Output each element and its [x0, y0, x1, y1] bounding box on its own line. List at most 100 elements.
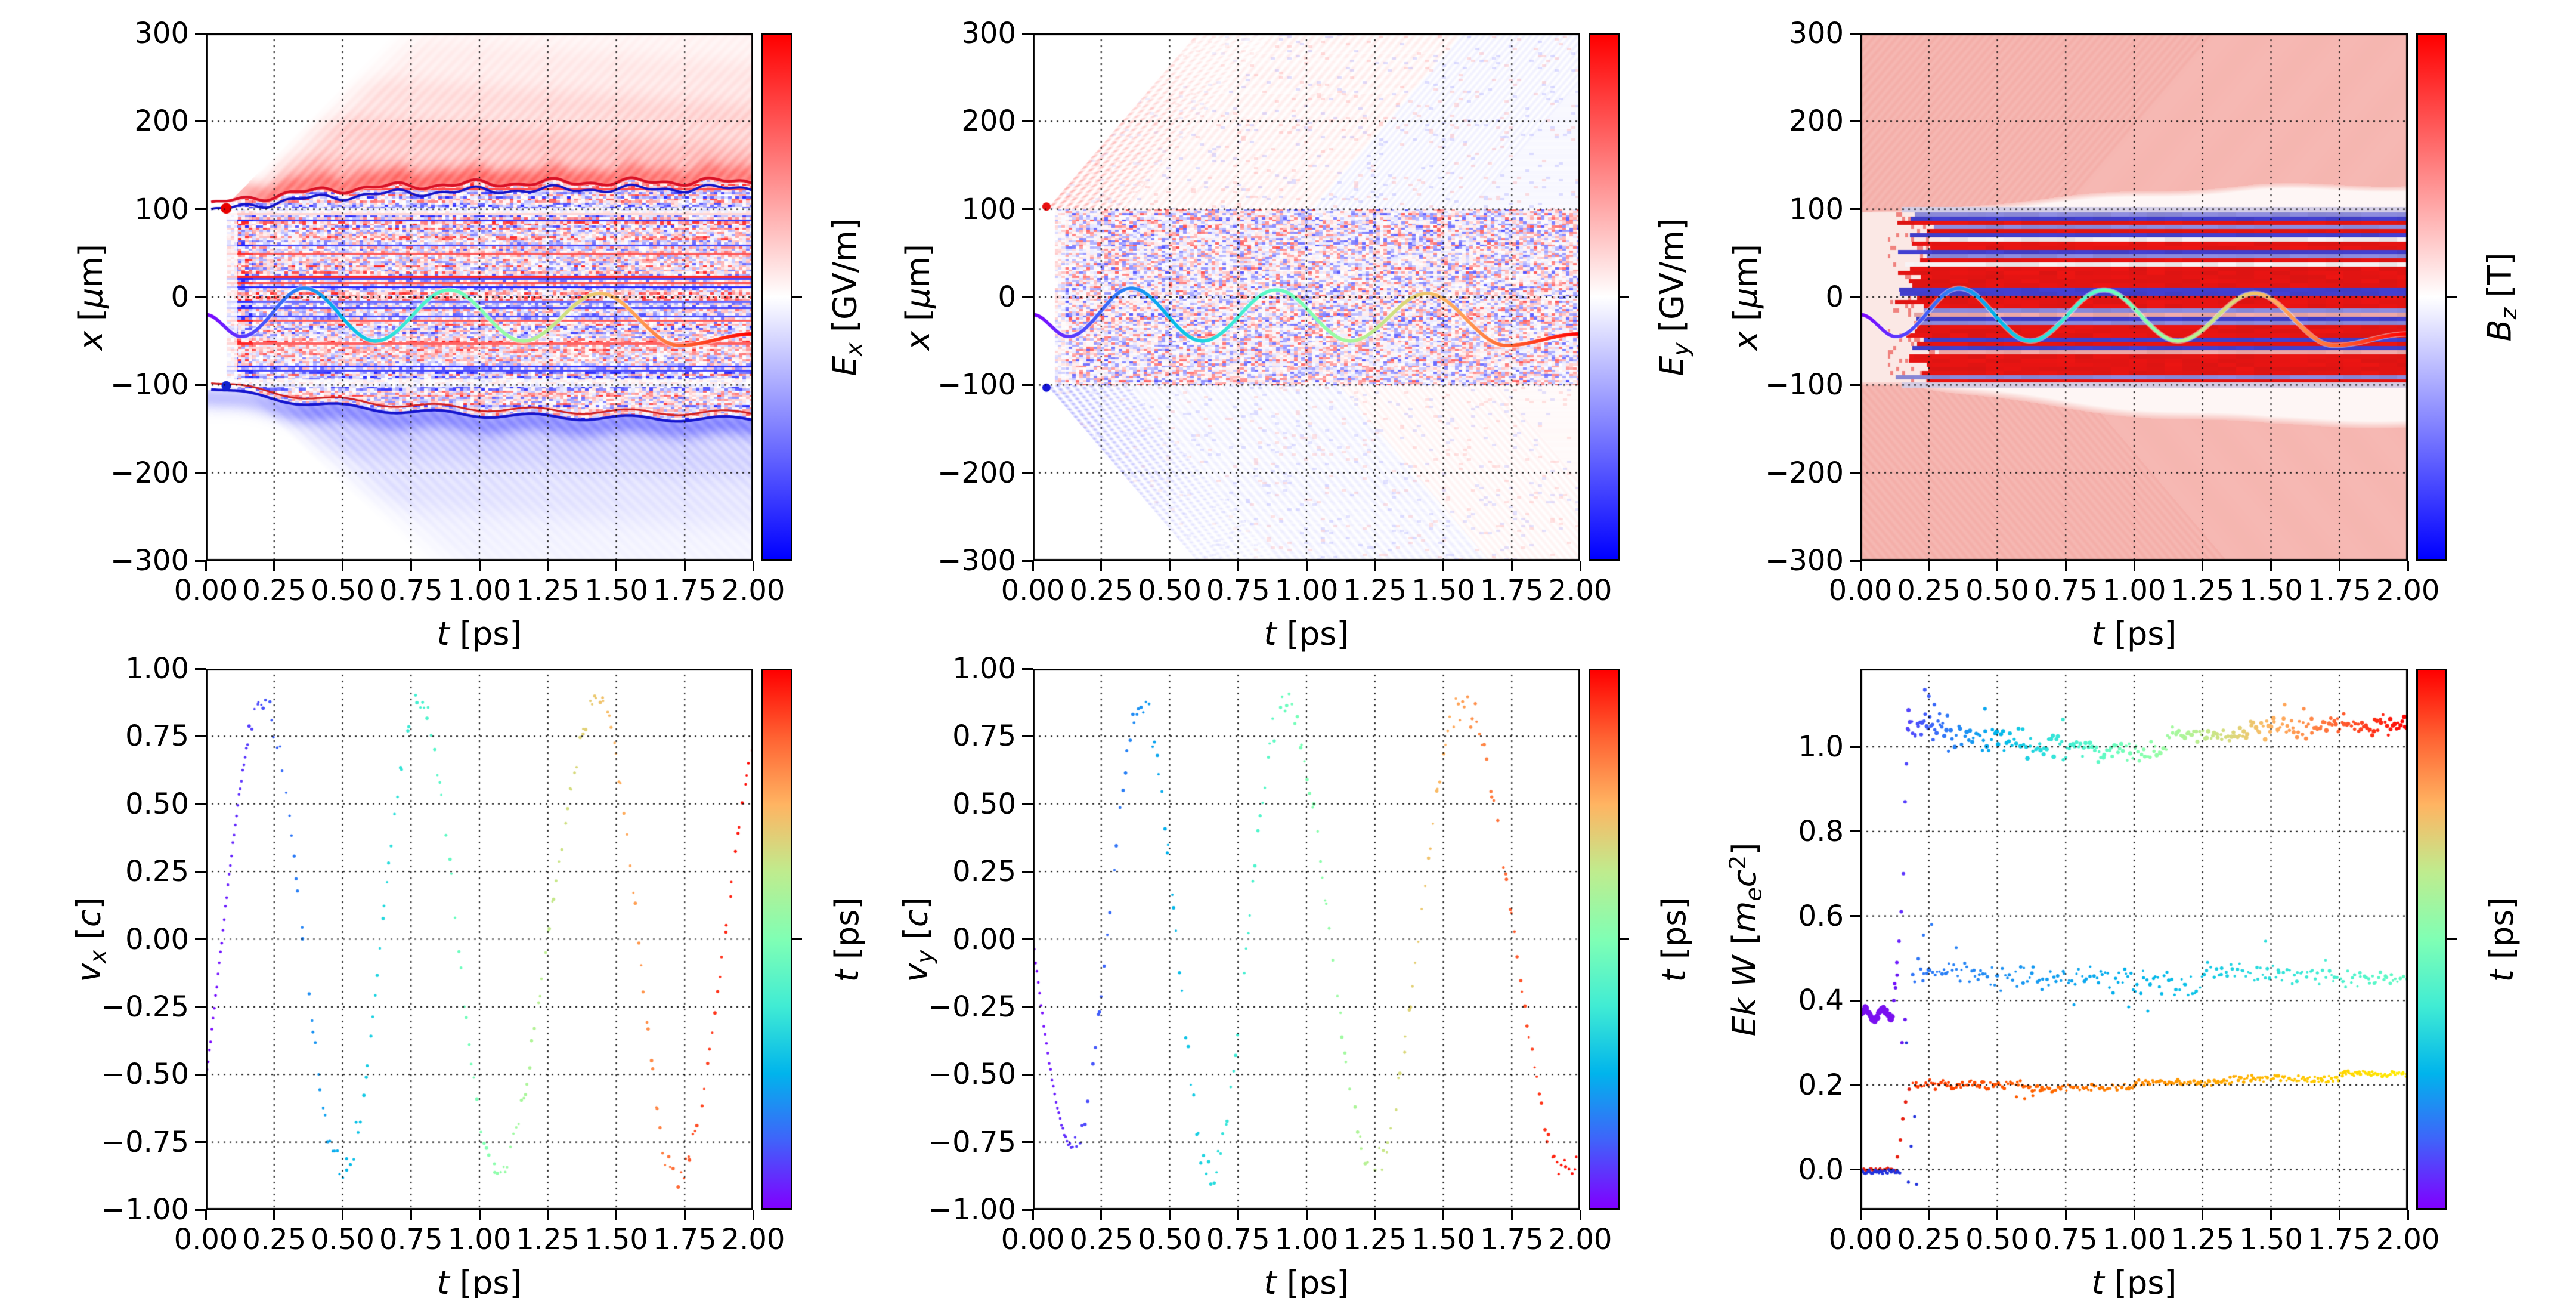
colorbar-label: t [ps]: [828, 897, 866, 982]
colorbar-label-segment: [T]: [2481, 252, 2519, 308]
x-tick-label: 0.50: [1138, 574, 1202, 607]
x-tick-mark: [1305, 561, 1308, 571]
x-tick-mark: [410, 1210, 412, 1220]
x-tick-mark: [683, 1210, 686, 1220]
x-tick-label: 2.00: [1548, 574, 1612, 607]
x-tick-mark: [273, 1210, 275, 1220]
y-tick-mark: [195, 560, 206, 562]
y-tick-label: 0.00: [952, 922, 1016, 956]
x-tick-label: 1.75: [652, 1223, 717, 1256]
y-axis-label: vy [c]: [897, 897, 937, 982]
colorbar-label: Bz [T]: [2481, 252, 2521, 342]
y-tick-label: −0.25: [101, 990, 189, 1024]
x-tick-mark: [683, 561, 686, 571]
x-tick-mark: [547, 1210, 549, 1220]
y-axis-label: vx [c]: [70, 897, 110, 982]
y-tick-label: −200: [1765, 456, 1844, 490]
y-tick-mark: [195, 208, 206, 211]
y-tick-label: −100: [937, 368, 1016, 402]
x-tick-mark: [615, 1210, 617, 1220]
y-tick-mark: [195, 1073, 206, 1076]
colorbar-label-segment: E: [1653, 356, 1691, 376]
y-tick-mark: [1022, 560, 1033, 562]
y-tick-label: 0: [171, 280, 189, 314]
y-tick-mark: [1022, 1209, 1033, 1211]
y-tick-label: 0.0: [1798, 1152, 1844, 1186]
colorbar-label-segment: B: [2481, 319, 2519, 342]
y-tick-label: −300: [1765, 544, 1844, 577]
y-tick-label: 200: [1789, 104, 1844, 138]
y-tick-mark: [1022, 384, 1033, 386]
y-axis-label-segment: x: [1727, 331, 1764, 351]
x-tick-mark: [1032, 1210, 1034, 1220]
colorbar-label-segment: t: [2483, 969, 2521, 982]
y-tick-mark: [1022, 1006, 1033, 1008]
x-tick-mark: [2064, 561, 2067, 571]
x-axis-label-segment: t: [1264, 1264, 1277, 1298]
x-tick-mark: [1579, 1210, 1581, 1220]
y-axis-label-segment: m]: [72, 243, 110, 288]
x-tick-mark: [547, 561, 549, 571]
y-tick-mark: [195, 296, 206, 298]
y-tick-mark: [195, 384, 206, 386]
x-tick-mark: [205, 561, 207, 571]
ekw-plot-canvas: [1860, 669, 2408, 1210]
x-axis-label-segment: [ps]: [449, 1264, 522, 1298]
y-tick-label: 100: [961, 192, 1016, 226]
y-axis-label: x [μm]: [1727, 243, 1764, 351]
colorbar-label-segment: t: [1655, 969, 1693, 982]
y-tick-mark: [1850, 915, 1860, 917]
x-tick-label: 1.00: [2102, 574, 2166, 607]
y-tick-mark: [1850, 208, 1860, 211]
x-tick-mark: [1100, 561, 1103, 571]
y-tick-label: −200: [937, 456, 1016, 490]
x-tick-mark: [1442, 561, 1444, 571]
colorbar-Ex: [761, 33, 792, 561]
x-tick-mark: [2338, 561, 2340, 571]
y-axis-label-segment: c: [1725, 869, 1763, 887]
y-axis-label: x [μm]: [899, 244, 937, 350]
x-tick-mark: [2133, 561, 2135, 571]
x-tick-label: 1.50: [1411, 1223, 1475, 1256]
x-tick-label: 2.00: [2376, 574, 2440, 607]
y-tick-mark: [1022, 803, 1033, 805]
x-tick-label: 2.00: [721, 574, 785, 607]
x-tick-label: 0.00: [1828, 1223, 1893, 1256]
colorbar-label-segment: [GV/m]: [1653, 218, 1691, 343]
x-axis-label: t [ps]: [1264, 618, 1349, 650]
y-tick-label: −100: [1765, 368, 1844, 402]
y-tick-label: 0: [1825, 280, 1844, 314]
y-tick-label: 100: [134, 192, 189, 226]
x-axis-label: t [ps]: [2092, 618, 2177, 650]
y-tick-mark: [195, 735, 206, 737]
x-tick-label: 2.00: [1548, 1223, 1612, 1256]
x-tick-mark: [1442, 1210, 1444, 1220]
colorbar-label-segment: E: [826, 356, 864, 376]
y-tick-label: −0.75: [928, 1125, 1016, 1159]
y-tick-mark: [1022, 208, 1033, 211]
y-axis-label-segment: m]: [1727, 243, 1764, 288]
x-tick-mark: [1100, 1210, 1103, 1220]
y-axis-label-segment: [: [70, 926, 108, 950]
y-tick-mark: [195, 472, 206, 474]
y-axis-label-segment: ]: [1725, 842, 1763, 855]
y-tick-label: 300: [134, 17, 189, 50]
y-tick-mark: [195, 120, 206, 122]
x-tick-label: 1.00: [447, 574, 512, 607]
x-tick-mark: [205, 1210, 207, 1220]
y-tick-mark: [1022, 938, 1033, 940]
y-tick-label: 200: [134, 104, 189, 138]
x-axis-label-segment: [ps]: [2104, 615, 2177, 653]
y-tick-label: 0.6: [1798, 899, 1844, 933]
x-tick-label: 0.00: [174, 1223, 238, 1256]
y-tick-mark: [1022, 735, 1033, 737]
x-tick-label: 0.50: [1138, 1223, 1202, 1256]
y-tick-label: −200: [110, 456, 189, 490]
x-tick-label: 0.25: [1897, 574, 1961, 607]
colorbar-mid-tick: [2447, 296, 2457, 298]
x-axis-label-segment: [ps]: [1276, 1264, 1349, 1298]
x-tick-mark: [1169, 561, 1171, 571]
y-axis-label: x [μm]: [72, 243, 110, 350]
y-tick-label: −1.00: [928, 1193, 1016, 1226]
x-axis-label-segment: t: [1264, 615, 1277, 653]
